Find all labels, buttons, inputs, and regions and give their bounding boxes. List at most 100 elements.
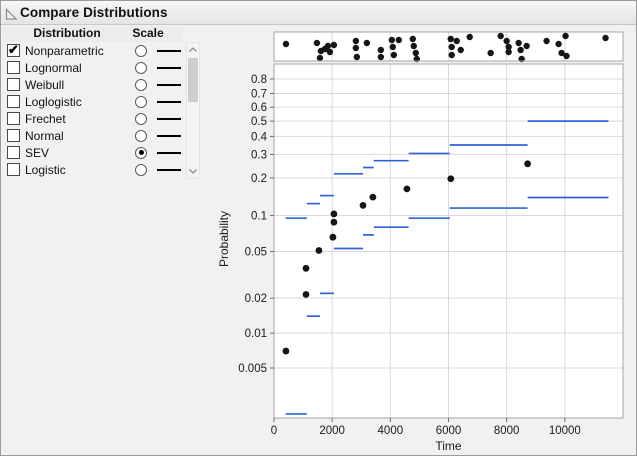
- event-dot[interactable]: [377, 46, 385, 54]
- event-dot[interactable]: [390, 51, 398, 59]
- event-dot[interactable]: [409, 35, 416, 43]
- distribution-checkbox[interactable]: [7, 78, 20, 91]
- event-dot[interactable]: [316, 54, 324, 62]
- event-dot[interactable]: [330, 41, 338, 49]
- scale-cell: [127, 44, 155, 57]
- estimate-dot[interactable]: [403, 185, 411, 193]
- scale-radio-selected[interactable]: [135, 146, 147, 159]
- estimate-dot[interactable]: [330, 218, 338, 226]
- line-style-swatch: [157, 49, 181, 52]
- distribution-checkbox[interactable]: [7, 146, 20, 159]
- event-dot[interactable]: [282, 40, 290, 48]
- event-dot[interactable]: [563, 52, 570, 60]
- event-dot[interactable]: [466, 33, 473, 41]
- estimate-dot[interactable]: [359, 201, 367, 209]
- scale-radio[interactable]: [135, 129, 147, 142]
- estimate-dot[interactable]: [369, 193, 377, 201]
- event-dot[interactable]: [515, 39, 522, 47]
- distribution-checkbox[interactable]: [7, 112, 20, 125]
- scrollbar-thumb[interactable]: [188, 58, 198, 102]
- event-dot[interactable]: [558, 49, 565, 57]
- y-tick-label: 0.4: [251, 131, 268, 143]
- event-dot[interactable]: [324, 42, 332, 50]
- event-dot[interactable]: [448, 43, 455, 51]
- event-dot[interactable]: [555, 40, 562, 48]
- event-dot[interactable]: [412, 49, 419, 57]
- event-dot[interactable]: [523, 42, 530, 50]
- distribution-row: Loglogistic: [3, 93, 183, 110]
- distribution-checkbox[interactable]: [7, 61, 20, 74]
- scrollbar[interactable]: [186, 42, 200, 179]
- estimate-dot[interactable]: [315, 247, 323, 254]
- event-dot[interactable]: [543, 37, 550, 45]
- event-dot[interactable]: [352, 44, 360, 52]
- event-dot[interactable]: [448, 51, 455, 59]
- line-style-swatch: [157, 117, 181, 120]
- checkbox-cell: ✔: [3, 42, 25, 57]
- event-dot[interactable]: [503, 37, 510, 45]
- estimate-dot[interactable]: [329, 233, 337, 241]
- event-dot[interactable]: [487, 49, 494, 57]
- event-dot[interactable]: [457, 46, 464, 54]
- estimate-dot[interactable]: [302, 291, 310, 298]
- y-tick-label: 0.3: [251, 149, 267, 161]
- estimate-dot[interactable]: [330, 210, 338, 218]
- disclosure-triangle-icon[interactable]: [4, 7, 18, 21]
- distribution-row: SEV: [3, 144, 183, 161]
- distribution-checkbox[interactable]: [7, 95, 20, 108]
- scale-radio[interactable]: [135, 95, 147, 108]
- line-swatch-cell: [155, 134, 183, 137]
- event-dot[interactable]: [389, 43, 397, 51]
- distribution-row: Normal: [3, 127, 183, 144]
- scale-cell: [127, 146, 155, 159]
- scroll-down-icon[interactable]: [187, 165, 199, 178]
- event-dot[interactable]: [602, 34, 609, 42]
- estimate-dot[interactable]: [282, 347, 290, 355]
- x-tick-label: 6000: [436, 425, 462, 437]
- scale-radio[interactable]: [135, 44, 147, 57]
- scale-radio[interactable]: [135, 78, 147, 91]
- x-axis-title: Time: [435, 439, 462, 453]
- event-dot[interactable]: [447, 35, 454, 43]
- scale-radio[interactable]: [135, 112, 147, 125]
- distribution-row: Weibull: [3, 76, 183, 93]
- event-dot[interactable]: [505, 48, 512, 56]
- event-dot[interactable]: [505, 43, 512, 51]
- checkbox-cell: [3, 163, 25, 176]
- event-dot[interactable]: [313, 39, 321, 47]
- distribution-checkbox[interactable]: [7, 129, 20, 142]
- event-dot[interactable]: [388, 36, 396, 44]
- event-dot[interactable]: [395, 36, 402, 44]
- scroll-up-icon[interactable]: [187, 43, 199, 56]
- event-dot[interactable]: [410, 42, 417, 50]
- event-dot[interactable]: [352, 37, 360, 45]
- scale-radio[interactable]: [135, 61, 147, 74]
- scale-cell: [127, 78, 155, 91]
- line-swatch-cell: [155, 49, 183, 52]
- distribution-checkbox[interactable]: [7, 163, 20, 176]
- distribution-label: Weibull: [25, 77, 65, 92]
- event-dot[interactable]: [497, 32, 504, 40]
- y-tick-label: 0.005: [238, 363, 267, 375]
- section-header[interactable]: Compare Distributions: [1, 1, 636, 25]
- estimate-dot[interactable]: [447, 175, 455, 183]
- event-dot[interactable]: [326, 48, 334, 56]
- distribution-checkbox-checked[interactable]: ✔: [7, 42, 20, 57]
- event-dot[interactable]: [562, 32, 569, 40]
- y-tick-label: 0.6: [251, 102, 267, 114]
- col-header-distribution: Distribution: [33, 26, 101, 40]
- event-dot[interactable]: [363, 39, 371, 47]
- event-dot[interactable]: [377, 53, 385, 61]
- estimate-dot[interactable]: [302, 264, 310, 272]
- checkbox-cell: [3, 129, 25, 142]
- line-style-swatch: [157, 83, 181, 86]
- event-dot[interactable]: [453, 37, 460, 45]
- scale-radio[interactable]: [135, 163, 147, 176]
- line-style-swatch: [157, 66, 181, 69]
- line-style-swatch: [157, 151, 181, 154]
- event-dot[interactable]: [353, 53, 361, 61]
- event-dot[interactable]: [517, 46, 524, 54]
- estimate-dot[interactable]: [524, 160, 532, 168]
- probability-plot[interactable]: 0.8 0.70.6 0.5 0.4 0.3 0.2 0.1 0.05 0.02 0.01 0.00…: [201, 25, 637, 456]
